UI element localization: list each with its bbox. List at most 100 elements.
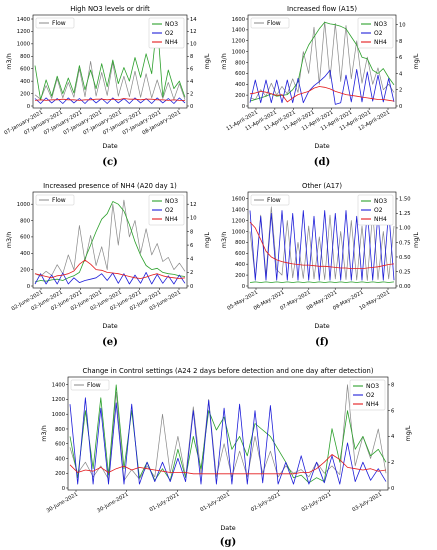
y-axis-label: m3/h	[5, 232, 13, 249]
y2-tick-label: 8	[190, 54, 193, 60]
x-axis-label: Date	[102, 142, 117, 150]
series-line-o2	[249, 210, 395, 281]
legend-left: Flow	[250, 17, 290, 29]
series-line-o2	[249, 69, 395, 105]
y2-axis-label: mg/L	[203, 232, 211, 248]
y2-tick-label: 8	[391, 383, 394, 389]
series-line-flow	[69, 384, 387, 481]
legend-label-flow: Flow	[87, 382, 101, 389]
y-axis-label: m3/h	[220, 232, 228, 249]
y-tick-label: 1400	[232, 207, 245, 213]
legend-box	[148, 194, 185, 226]
y2-tick-label: 1.50	[399, 197, 411, 203]
y-tick-label: 400	[20, 251, 30, 257]
series-line-flow	[249, 21, 395, 100]
plot-frame	[32, 191, 188, 289]
legend-box	[357, 194, 394, 226]
y-tick-label: 0	[62, 486, 65, 492]
y-tick-label: 200	[235, 93, 245, 99]
legend-left: Flow	[250, 194, 290, 206]
y-axis-label: m3/h	[220, 53, 228, 70]
y2-tick-label: 8	[399, 39, 402, 45]
y-tick-label: 1200	[232, 218, 245, 224]
y-tick-label: 0	[242, 284, 245, 290]
y2-tick-label: 2	[399, 88, 402, 94]
y2-tick-label: 0.00	[399, 284, 411, 290]
y-tick-label: 600	[235, 251, 245, 257]
panel-caption: (g)	[220, 537, 236, 548]
panel-d: Increased flow (A15) 0 200 400 600 800 1000 120…	[220, 5, 420, 168]
y2-tick-label: 6	[391, 408, 394, 414]
y2-tick-label: 8	[190, 229, 193, 235]
legend-label-no3: NO3	[374, 198, 387, 205]
y2-tick-label: 14	[190, 17, 197, 23]
y-tick-label: 0	[27, 284, 30, 290]
legend-box	[70, 379, 110, 391]
chart-title: High NO3 levels or drift	[70, 5, 150, 13]
legend-label-nh4: NH4	[165, 39, 178, 46]
x-tick-label: 02-July-2021	[301, 492, 333, 514]
y-tick-label: 200	[235, 273, 245, 279]
plot-frame	[32, 14, 188, 109]
y2-tick-label: 4	[190, 79, 194, 85]
y2-tick-label: 0.75	[399, 240, 411, 246]
legend-box	[250, 17, 290, 29]
legend-right: NO3 O2 NH4	[148, 17, 185, 49]
chart-title: Other (A17)	[302, 182, 342, 190]
x-tick-label: 02-July-2021	[250, 492, 282, 514]
y2-tick-label: 1.00	[399, 226, 411, 232]
legend-label-flow: Flow	[267, 20, 281, 27]
y-tick-label: 400	[55, 456, 65, 462]
y2-axis-label: mg/L	[404, 425, 412, 441]
y2-tick-label: 0	[399, 104, 402, 110]
series-line-no3	[34, 21, 186, 101]
y2-tick-label: 4	[190, 257, 194, 263]
legend-box	[35, 194, 75, 206]
series-line-nh4	[34, 259, 186, 279]
legend-box	[35, 17, 75, 29]
chart-title: Increased presence of NH4 (A20 day 1)	[43, 182, 177, 190]
panel-c: High NO3 levels or drift0200400600800100…	[3, 5, 211, 168]
chart-title: Increased flow (A15)	[287, 5, 357, 13]
y-tick-label: 200	[55, 471, 65, 477]
y2-tick-label: 6	[190, 243, 193, 249]
legend-label-no3: NO3	[165, 21, 178, 28]
y2-tick-label: 10	[190, 216, 197, 222]
legend-right: NO3 O2 NH4	[357, 17, 394, 49]
y-tick-label: 1200	[52, 397, 65, 403]
y-tick-label: 0	[27, 104, 30, 110]
y-tick-label: 600	[55, 442, 65, 448]
y2-tick-label: 2	[190, 270, 193, 276]
legend-box	[148, 17, 185, 49]
series-line-no3	[249, 281, 395, 283]
y-tick-label: 200	[20, 91, 30, 97]
series-line-flow	[34, 60, 186, 100]
x-tick-label: 01-July-2021	[199, 492, 231, 514]
legend-box	[250, 194, 290, 206]
y2-tick-label: 0	[190, 284, 193, 290]
x-axis-label: Date	[314, 322, 329, 330]
x-axis-label: Date	[102, 322, 117, 330]
y2-tick-label: 6	[190, 67, 193, 73]
y-tick-label: 1000	[232, 229, 245, 235]
legend-box	[357, 17, 394, 49]
legend-right: NO3 O2 NH4	[357, 194, 394, 226]
y-tick-label: 600	[20, 67, 30, 73]
y-tick-label: 1600	[232, 17, 245, 23]
y-axis-label: m3/h	[5, 53, 13, 70]
legend-label-nh4: NH4	[366, 401, 379, 408]
series-line-flow	[34, 199, 186, 277]
y2-tick-label: 10	[190, 42, 197, 48]
y2-tick-label: 2	[391, 460, 394, 466]
panel-g: Change in Control settings (A24 2 days b…	[40, 367, 412, 548]
y-tick-label: 1400	[52, 382, 65, 388]
legend-label-no3: NO3	[165, 198, 178, 205]
y2-tick-label: 12	[190, 202, 197, 208]
series-line-o2	[34, 271, 186, 285]
legend-left: Flow	[70, 379, 110, 391]
y-tick-label: 1200	[232, 39, 245, 45]
y2-tick-label: 0	[391, 486, 394, 492]
y-tick-label: 0	[242, 104, 245, 110]
y-tick-label: 1000	[52, 412, 65, 418]
series-line-nh4	[249, 221, 395, 270]
